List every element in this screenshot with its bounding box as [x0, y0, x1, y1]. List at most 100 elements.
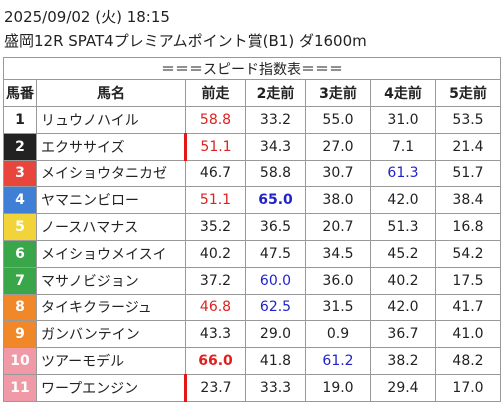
- horse-row: 1 リュウノハイル 58.8 33.2 55.0 31.0 53.5: [3, 106, 502, 134]
- speed-index: 54.2: [434, 239, 502, 268]
- speed-index: 21.4: [434, 132, 502, 161]
- speed-index: 7.1: [370, 132, 436, 161]
- horse-number: 4: [3, 186, 37, 215]
- horse-number: 6: [3, 239, 37, 268]
- speed-index: 41.7: [434, 293, 502, 322]
- horse-number: 5: [3, 213, 37, 241]
- speed-index: 38.2: [370, 347, 436, 375]
- speed-index: 31.5: [305, 293, 371, 322]
- column-header: 馬名: [36, 79, 186, 107]
- speed-index: 51.3: [370, 213, 436, 241]
- speed-index: 43.3: [185, 320, 246, 349]
- horse-name: マサノビジョン: [36, 266, 186, 295]
- horse-row: 3 メイショウタニカゼ 46.7 58.8 30.7 61.3 51.7: [3, 159, 502, 188]
- horse-name: メイショウタニカゼ: [36, 159, 186, 188]
- speed-index: 29.4: [370, 373, 436, 402]
- speed-index: 53.5: [434, 106, 502, 134]
- speed-index: 36.0: [305, 266, 371, 295]
- title-row: ＝＝＝スピード指数表＝＝＝: [2, 57, 502, 80]
- speed-index: 40.2: [185, 239, 246, 268]
- speed-index: 42.0: [370, 293, 436, 322]
- horse-number: 10: [3, 347, 37, 375]
- speed-index: 61.3: [370, 159, 436, 188]
- speed-index: 36.5: [245, 213, 306, 241]
- speed-index: 45.2: [370, 239, 436, 268]
- horse-row: 8 タイキクラージュ 46.8 62.5 31.5 42.0 41.7: [3, 293, 502, 322]
- speed-index: 58.8: [245, 159, 306, 188]
- horse-row: 11 ワープエンジン 23.7 33.3 19.0 29.4 17.0: [3, 373, 502, 402]
- horse-row: 2 エクササイズ 51.1 34.3 27.0 7.1 21.4: [3, 132, 502, 161]
- speed-index: 42.0: [370, 186, 436, 215]
- speed-index: 51.1: [185, 186, 246, 215]
- speed-index: 66.0: [185, 347, 246, 375]
- speed-index: 61.2: [305, 347, 371, 375]
- speed-index: 29.0: [245, 320, 306, 349]
- speed-index: 27.0: [305, 132, 371, 161]
- horse-row: 5 ノースハマナス 35.2 36.5 20.7 51.3 16.8: [3, 213, 502, 241]
- horse-number: 3: [3, 159, 37, 188]
- column-header: 4走前: [370, 79, 436, 107]
- speed-index: 41.0: [434, 320, 502, 349]
- horse-name: ノースハマナス: [36, 213, 186, 241]
- horse-name: メイショウメイスイ: [36, 239, 186, 268]
- horse-number: 11: [3, 373, 37, 402]
- speed-index: 41.8: [245, 347, 306, 375]
- horse-row: 7 マサノビジョン 37.2 60.0 36.0 40.2 17.5: [3, 266, 502, 295]
- horse-number: 1: [3, 106, 37, 134]
- speed-index: 19.0: [305, 373, 371, 402]
- speed-index: 33.3: [245, 373, 306, 402]
- horse-name: ヤマニンビロー: [36, 186, 186, 215]
- speed-index: 47.5: [245, 239, 306, 268]
- speed-index: 48.2: [434, 347, 502, 375]
- speed-index: 51.7: [434, 159, 502, 188]
- horse-number: 7: [3, 266, 37, 295]
- speed-index: 46.7: [185, 159, 246, 188]
- speed-index: 33.2: [245, 106, 306, 134]
- speed-table: ＝＝＝スピード指数表＝＝＝ 馬番 馬名 前走 2走前 3走前 4走前 5走前 1 リュウノハイル 5…: [2, 57, 502, 402]
- horse-number: 8: [3, 293, 37, 322]
- speed-index: 23.7: [184, 373, 246, 402]
- speed-index: 65.0: [245, 186, 306, 215]
- horse-name: エクササイズ: [36, 132, 186, 161]
- speed-index: 35.2: [185, 213, 246, 241]
- header-row: 馬番 馬名 前走 2走前 3走前 4走前 5走前: [3, 79, 502, 107]
- speed-index: 34.3: [245, 132, 306, 161]
- datetime: 2025/09/02 (火) 18:15: [4, 8, 170, 26]
- speed-index: 46.8: [185, 293, 246, 322]
- speed-index: 0.9: [305, 320, 371, 349]
- column-header: 2走前: [245, 79, 306, 107]
- horse-name: リュウノハイル: [36, 106, 186, 134]
- speed-index: 38.0: [305, 186, 371, 215]
- horse-row: 9 ガンバンテイン 43.3 29.0 0.9 36.7 41.0: [3, 320, 502, 349]
- horse-name: タイキクラージュ: [36, 293, 186, 322]
- speed-index: 17.0: [434, 373, 502, 402]
- horse-name: ガンバンテイン: [36, 320, 186, 349]
- speed-index: 62.5: [245, 293, 306, 322]
- horse-name: ワープエンジン: [36, 373, 186, 402]
- table-title: ＝＝＝スピード指数表＝＝＝: [2, 57, 502, 80]
- horse-number: 9: [3, 320, 37, 349]
- speed-index: 37.2: [185, 266, 246, 295]
- speed-index: 51.1: [184, 132, 246, 161]
- speed-index: 36.7: [370, 320, 436, 349]
- race-title: 盛岡12R SPAT4プレミアムポイント賞(B1) ダ1600m: [4, 32, 367, 50]
- column-header: 5走前: [434, 79, 502, 107]
- speed-index: 40.2: [370, 266, 436, 295]
- speed-index: 20.7: [305, 213, 371, 241]
- speed-index: 60.0: [245, 266, 306, 295]
- horse-number: 2: [3, 132, 37, 161]
- speed-index: 38.4: [434, 186, 502, 215]
- speed-index: 34.5: [305, 239, 371, 268]
- speed-index: 30.7: [305, 159, 371, 188]
- speed-index: 31.0: [370, 106, 436, 134]
- speed-index: 17.5: [434, 266, 502, 295]
- speed-index: 16.8: [434, 213, 502, 241]
- column-header: 3走前: [305, 79, 371, 107]
- horse-name: ツアーモデル: [36, 347, 186, 375]
- column-header: 馬番: [3, 79, 37, 107]
- horse-row: 10 ツアーモデル 66.0 41.8 61.2 38.2 48.2: [3, 347, 502, 375]
- horse-row: 4 ヤマニンビロー 51.1 65.0 38.0 42.0 38.4: [3, 186, 502, 215]
- column-header: 前走: [185, 79, 246, 107]
- horse-row: 6 メイショウメイスイ 40.2 47.5 34.5 45.2 54.2: [3, 239, 502, 268]
